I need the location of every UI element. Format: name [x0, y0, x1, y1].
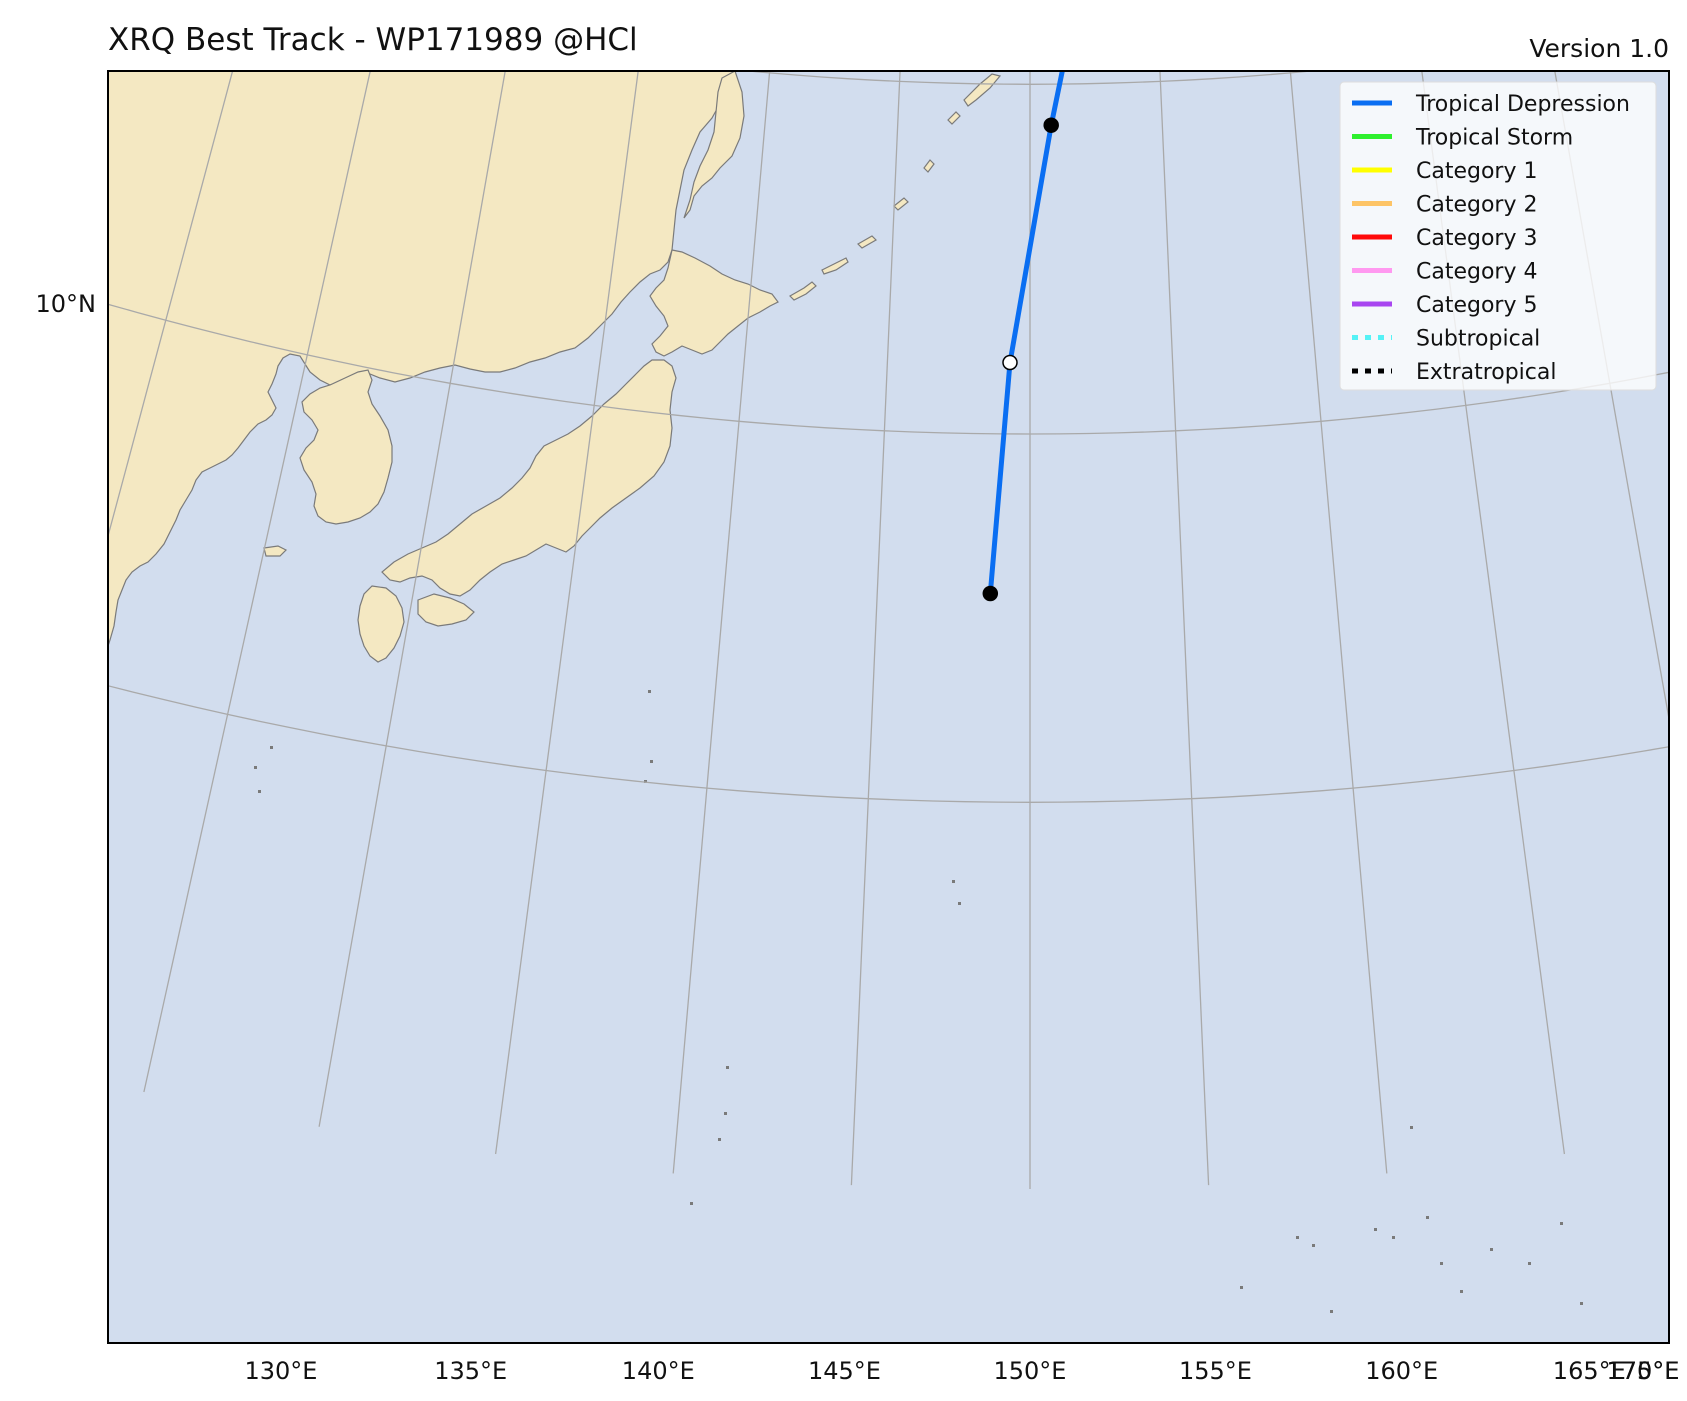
land-kyushu — [357, 585, 405, 663]
land-kuril-6 — [947, 111, 961, 125]
small-island — [958, 902, 961, 905]
small-island — [1312, 1244, 1315, 1247]
small-island — [1296, 1236, 1299, 1239]
legend-label: Category 2 — [1416, 193, 1537, 218]
legend: Tropical Depression Tropical Storm Categor… — [1339, 81, 1657, 391]
small-island — [952, 880, 955, 883]
legend-box — [1339, 81, 1657, 391]
legend-label: Tropical Storm — [1415, 126, 1573, 151]
longitude-tick-label: 135°E — [434, 1357, 507, 1385]
small-island — [644, 780, 647, 783]
longitude-tick-label: 175°E — [1607, 1357, 1680, 1385]
map-title: XRQ Best Track - WP171989 @HCl — [108, 22, 638, 58]
small-island — [1580, 1302, 1583, 1305]
longitude-tick-label: 160°E — [1365, 1357, 1438, 1385]
small-island — [270, 746, 273, 749]
land-kuril-1 — [789, 281, 817, 301]
small-island — [1240, 1286, 1243, 1289]
small-island — [1440, 1262, 1443, 1265]
longitude-tick-label: 155°E — [1179, 1357, 1252, 1385]
legend-label: Subtropical — [1416, 327, 1540, 352]
land-layer — [108, 71, 1002, 663]
longitude-tick-labels: 130°E 135°E 140°E 145°E 150°E 155°E 160°E 165°E… — [245, 1357, 1680, 1385]
small-island — [1330, 1310, 1333, 1313]
longitude-tick-label: 130°E — [245, 1357, 318, 1385]
land-asia-mainland — [108, 71, 736, 647]
land-honshu — [381, 359, 677, 597]
small-island — [718, 1138, 721, 1141]
land-kuril-2 — [821, 257, 849, 275]
parallel-line — [741, 71, 1319, 85]
land-kuril-5 — [923, 159, 935, 173]
small-island — [1560, 1222, 1563, 1225]
small-island — [726, 1066, 729, 1069]
small-island — [1490, 1248, 1493, 1251]
land-shikoku — [417, 593, 475, 627]
land-jeju — [263, 545, 288, 557]
land-korea — [299, 369, 393, 525]
small-island — [1426, 1216, 1429, 1219]
small-island — [1528, 1262, 1531, 1265]
small-island — [1410, 1126, 1413, 1129]
longitude-tick-label: 140°E — [622, 1357, 695, 1385]
longitude-tick-label: 145°E — [808, 1357, 881, 1385]
land-kamchatka-tip — [963, 73, 1002, 107]
latitude-tick-labels: 10°N15°N20°N25°N30°N35°N40°N45°N — [36, 290, 97, 318]
track-fix-marker — [1043, 117, 1059, 133]
small-island — [254, 766, 257, 769]
track-fix-marker — [1002, 354, 1018, 371]
latitude-tick-label: 10°N — [36, 290, 97, 318]
land-sakhalin — [683, 71, 745, 219]
small-islands — [254, 690, 1583, 1313]
land-hokkaido — [649, 249, 779, 357]
legend-label: Category 4 — [1416, 260, 1537, 285]
small-island — [1460, 1290, 1463, 1293]
longitude-tick-label: 165°E — [1553, 1357, 1626, 1385]
legend-label: Category 1 — [1416, 159, 1537, 184]
small-island — [724, 1112, 727, 1115]
small-island — [1374, 1228, 1377, 1231]
legend-label: Category 3 — [1416, 226, 1537, 251]
longitude-tick-label: 150°E — [994, 1357, 1067, 1385]
land-kuril-4 — [893, 197, 909, 211]
legend-label: Extratropical — [1416, 360, 1557, 385]
land-kuril-3 — [857, 235, 877, 249]
parallel-line — [108, 303, 1669, 435]
track-fixes — [982, 117, 1059, 602]
legend-label: Tropical Depression — [1415, 92, 1630, 117]
legend-label: Category 5 — [1416, 293, 1537, 318]
track-fix-marker — [982, 585, 999, 602]
longitude-tick-label: 170°E — [1607, 1357, 1680, 1385]
version-label: Version 1.0 — [1529, 34, 1669, 63]
small-island — [1392, 1236, 1395, 1239]
small-island — [258, 790, 261, 793]
small-island — [648, 690, 651, 693]
small-island — [690, 1202, 693, 1205]
parallel-line — [108, 685, 1669, 803]
small-island — [650, 760, 653, 763]
map-frame — [107, 70, 1670, 1344]
